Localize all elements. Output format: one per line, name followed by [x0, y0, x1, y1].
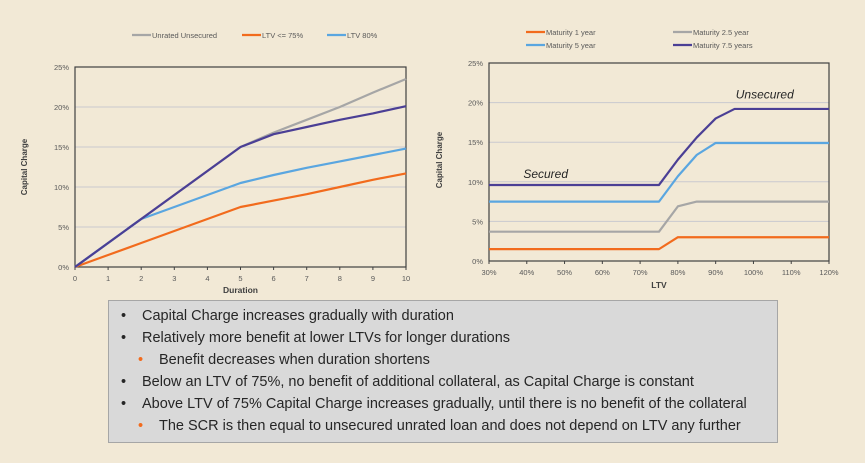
y-tick-label: 25%: [468, 59, 483, 68]
legend-label: Maturity 7.5 years: [693, 41, 753, 50]
x-tick-label: 6: [272, 274, 276, 283]
x-tick-label: 90%: [708, 268, 723, 277]
chart-0: 0% 5% 10% 15% 20% 25% 0 1 2 3 4 5 6 7 8 9 10 Duration Capi…: [20, 31, 410, 295]
plot-area: [488, 62, 830, 262]
series-line-maturity-5-year: [489, 141, 829, 203]
note-0: • Capital Charge increases gradually with…: [109, 305, 777, 327]
x-tick-label: 1: [106, 274, 110, 283]
x-tick-label: 9: [371, 274, 375, 283]
y-tick-label: 10%: [54, 183, 69, 192]
x-tick-label: 70%: [633, 268, 648, 277]
y-tick-label: 20%: [468, 99, 483, 108]
x-tick-label: 110%: [782, 268, 801, 277]
x-tick-label: 7: [305, 274, 309, 283]
x-tick-label: 50%: [557, 268, 572, 277]
series-line-series-3: [74, 105, 407, 268]
annotation: Unsecured: [736, 88, 794, 102]
x-tick-label: 5: [238, 274, 242, 283]
y-tick-label: 20%: [54, 103, 69, 112]
y-tick-label: 10%: [468, 178, 483, 187]
legend-label: Unrated Unsecured: [152, 31, 217, 40]
note-4: • Above LTV of 75% Capital Charge increas…: [109, 393, 777, 415]
series-line-ltv-75-: [74, 172, 407, 269]
note-text: Capital Charge increases gradually with …: [142, 308, 454, 324]
note-text: Below an LTV of 75%, no benefit of addit…: [142, 374, 694, 390]
chart-1: 0% 5% 10% 15% 20% 25% 30% 40% 50% 60% 70% 80% 90% 100…: [435, 28, 839, 290]
series-line-maturity-1-year: [489, 236, 829, 251]
x-tick-label: 10: [402, 274, 410, 283]
x-tick-label: 80%: [670, 268, 685, 277]
x-tick-label: 100%: [744, 268, 764, 277]
y-tick-label: 0%: [472, 257, 483, 266]
note-1: • Relatively more benefit at lower LTVs f…: [109, 327, 777, 349]
bullet: •: [121, 374, 127, 390]
x-axis-label: Duration: [223, 285, 258, 295]
bullet: •: [121, 330, 127, 346]
note-5: • The SCR is then equal to unsecured unra…: [109, 415, 777, 437]
x-tick-label: 2: [139, 274, 143, 283]
y-tick-label: 15%: [54, 143, 69, 152]
x-tick-label: 30%: [481, 268, 496, 277]
note-2: • Benefit decreases when duration shorten…: [109, 349, 777, 371]
x-tick-label: 3: [172, 274, 176, 283]
charts: 0% 5% 10% 15% 20% 25% 0 1 2 3 4 5 6 7 8 9 10 Duration Capi…: [20, 28, 839, 295]
x-axis-label: LTV: [651, 280, 667, 290]
bullet: •: [138, 352, 144, 368]
legend-label: Maturity 2.5 year: [693, 28, 749, 37]
notes-box: • Capital Charge increases gradually with…: [108, 300, 778, 443]
y-axis-label: Capital Charge: [20, 138, 29, 195]
legend-label: LTV 80%: [347, 31, 378, 40]
bullet: •: [121, 396, 127, 412]
legend-label: Maturity 1 year: [546, 28, 596, 37]
y-tick-label: 15%: [468, 138, 483, 147]
x-tick-label: 8: [338, 274, 342, 283]
legend-label: LTV <= 75%: [262, 31, 303, 40]
y-tick-label: 25%: [54, 63, 69, 72]
series-line-maturity-2-5-year: [489, 200, 829, 233]
y-tick-label: 5%: [472, 217, 483, 226]
series-line-maturity-7-5-years: [489, 107, 829, 187]
note-text: Benefit decreases when duration shortens: [159, 352, 430, 368]
x-tick-label: 60%: [595, 268, 610, 277]
note-text: Above LTV of 75% Capital Charge increase…: [142, 396, 747, 412]
x-tick-label: 4: [205, 274, 209, 283]
x-tick-label: 120%: [819, 268, 839, 277]
x-tick-label: 40%: [519, 268, 534, 277]
x-tick-label: 0: [73, 274, 77, 283]
note-text: Relatively more benefit at lower LTVs fo…: [142, 330, 511, 346]
note-text: The SCR is then equal to unsecured unrat…: [159, 418, 741, 434]
note-3: • Below an LTV of 75%, no benefit of addi…: [109, 371, 777, 393]
bullet: •: [121, 308, 127, 324]
y-tick-label: 5%: [58, 223, 69, 232]
legend-label: Maturity 5 year: [546, 41, 596, 50]
bullet: •: [138, 418, 144, 434]
plot-area: [74, 66, 407, 268]
annotation: Secured: [523, 167, 568, 181]
y-axis-label: Capital Charge: [435, 131, 444, 188]
y-tick-label: 0%: [58, 263, 69, 272]
